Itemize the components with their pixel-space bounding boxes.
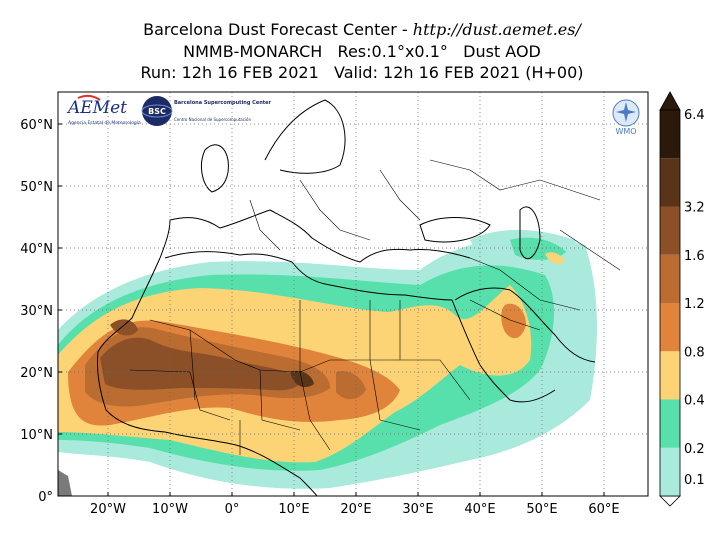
colorbar-high-extend-icon (659, 91, 681, 111)
coastline-arabia (454, 287, 596, 363)
colorbar-cell (660, 206, 680, 255)
border-line (399, 300, 471, 401)
lon-label: 10°W (152, 502, 188, 517)
coastline-scandinavia (264, 99, 346, 174)
colorbar-cell (660, 447, 680, 496)
missing-data-area (58, 470, 72, 496)
aod-band-0-4 (545, 252, 565, 264)
map-frame (57, 91, 649, 497)
colorbar-low-extend-icon (659, 495, 681, 507)
lat-label: 30°N (20, 304, 53, 319)
aemet-logo-text: AEMet (66, 98, 127, 118)
coastline-black-sea (419, 217, 491, 243)
lon-label: 60°E (588, 502, 619, 517)
aod-band-3-2 (290, 370, 314, 388)
colorbar-cell (660, 254, 680, 303)
coastline-red-sea (451, 299, 556, 403)
coastline-north-africa (164, 251, 453, 301)
colorbar-label: 0.1 (684, 473, 705, 488)
dust-field (58, 229, 597, 489)
lat-label: 20°N (20, 366, 53, 381)
lat-label: 10°N (20, 428, 53, 443)
border-line (429, 159, 601, 201)
aemet-logo-subtitle: Agencia Estatal de Meteorología (68, 119, 141, 126)
gridlines (58, 92, 648, 496)
colorbar-label: 0.8 (684, 345, 705, 360)
colorbar-label: 0.2 (684, 442, 705, 457)
colorbar-label: 0.4 (684, 394, 705, 409)
longitude-labels: 20°W 10°W 0° 10°E 20°E 30°E 40°E 50°E 60… (90, 502, 620, 517)
colorbar-frame (659, 109, 681, 497)
colorbar-cell (660, 110, 680, 159)
lat-label: 0° (38, 490, 53, 505)
coastline-uk (201, 144, 229, 193)
coastline-caspian (519, 206, 541, 260)
border-line (259, 369, 301, 431)
colorbar: 0.1 0.2 0.4 0.8 1.2 1.6 3.2 6.4 (659, 91, 705, 507)
colorbar-label: 1.6 (684, 249, 705, 264)
border-line (249, 199, 281, 251)
colorbar-cell (660, 399, 680, 448)
border-line (129, 369, 231, 421)
lat-label: 60°N (20, 118, 53, 133)
aemet-logo-swoosh-icon (77, 94, 101, 101)
bsc-logo-globe-icon (142, 96, 172, 126)
border-line (299, 179, 371, 241)
lon-label: 0° (225, 502, 240, 517)
axis-ticks (58, 123, 605, 496)
aod-band-1-6 (100, 337, 301, 391)
title-line-2: NMMB-MONARCH Res:0.1°x0.1° Dust AOD (183, 42, 541, 61)
colorbar-label: 1.2 (684, 297, 705, 312)
bsc-logo-name: Barcelona Supercomputing Center (174, 100, 272, 106)
border-line (149, 319, 400, 373)
colorbar-label: 6.4 (684, 108, 705, 123)
wmo-logo: WMO (612, 99, 640, 136)
lat-label: 40°N (20, 242, 53, 257)
bsc-logo-subtitle: Centro Nacional de Supercomputación (174, 117, 252, 122)
lon-label: 10°E (278, 502, 309, 517)
border-line (559, 229, 621, 271)
lon-label: 30°E (402, 502, 433, 517)
border-line (469, 257, 581, 311)
lon-label: 20°E (340, 502, 371, 517)
aod-band-1-2 (336, 370, 366, 400)
border-line (379, 169, 421, 221)
border-line (299, 300, 331, 451)
aemet-logo: AEMet Agencia Estatal de Meteorología (66, 94, 141, 126)
country-borders (129, 159, 621, 455)
lon-label: 20°W (90, 502, 126, 517)
coastline-europe (159, 209, 471, 263)
lon-label: 40°E (464, 502, 495, 517)
wmo-logo-text: WMO (615, 127, 636, 136)
coastline-west-africa (97, 257, 318, 496)
latitude-labels: 0° 10°N 20°N 30°N 40°N 50°N 60°N (20, 118, 53, 505)
title-url: http://dust.aemet.es/ (412, 20, 581, 39)
lon-label: 50°E (526, 502, 557, 517)
title-line-1: Barcelona Dust Forecast Center - http://… (0, 20, 724, 40)
lat-label: 50°N (20, 180, 53, 195)
colorbar-cell (660, 303, 680, 352)
bsc-logo: BSC Barcelona Supercomputing Center Cent… (141, 96, 272, 126)
coastlines (97, 99, 596, 496)
border-line (469, 299, 541, 331)
title-line-3: Run: 12h 16 FEB 2021 Valid: 12h 16 FEB 2… (140, 63, 584, 82)
title-center-name: Barcelona Dust Forecast Center - (143, 20, 413, 39)
colorbar-cell (660, 158, 680, 207)
border-line (369, 300, 421, 431)
colorbar-label: 3.2 (684, 201, 705, 216)
bsc-logo-text: BSC (148, 107, 166, 116)
colorbar-cell (660, 351, 680, 400)
